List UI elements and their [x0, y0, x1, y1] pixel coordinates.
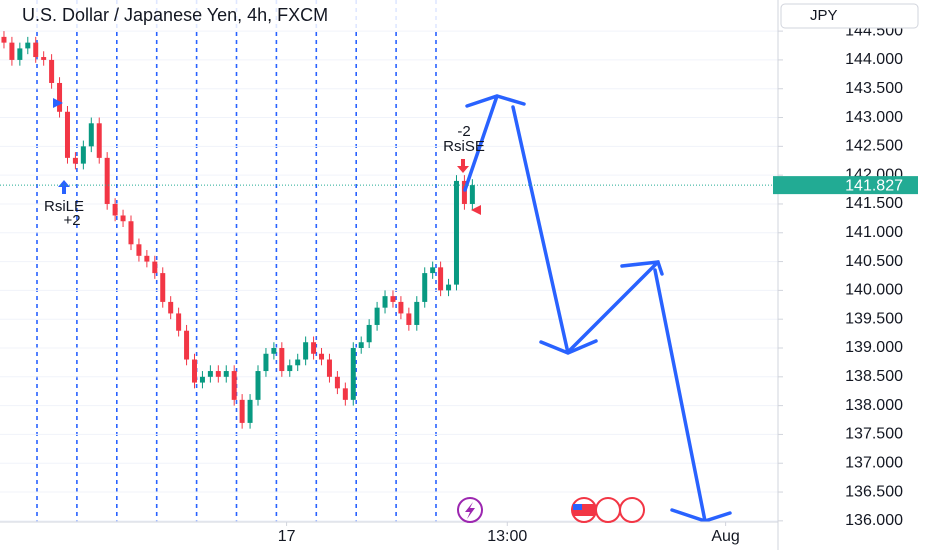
- y-tick-label: 139.000: [845, 339, 903, 356]
- candle-body: [446, 284, 452, 291]
- y-tick-label: 140.500: [845, 253, 903, 270]
- candle-body: [223, 371, 229, 377]
- signal-qty: +2: [63, 212, 80, 229]
- price-axis-panel: [778, 0, 932, 550]
- candle-body: [96, 123, 102, 158]
- y-tick-label: 143.000: [845, 109, 903, 126]
- candle-body: [461, 180, 467, 204]
- axes: 136.000 136.500 137.000 137.500 138.000 138.5…: [0, 22, 918, 545]
- x-tick-label: 17: [278, 528, 296, 545]
- candle-body: [469, 185, 475, 204]
- candle-body: [295, 359, 301, 366]
- signal-markers: [53, 98, 481, 215]
- candle-body: [120, 215, 126, 222]
- candles: [1, 31, 475, 429]
- candle-body: [239, 399, 245, 423]
- candle-body: [279, 348, 285, 372]
- candle-body: [453, 180, 459, 285]
- projection-drawing: [463, 94, 732, 523]
- title-bar: [0, 0, 776, 30]
- candle-body: [303, 342, 309, 360]
- candle-body: [57, 82, 63, 112]
- candle-body: [231, 371, 237, 400]
- candle-body: [72, 157, 78, 164]
- y-tick-label: 137.000: [845, 454, 903, 471]
- candle-body: [374, 307, 380, 325]
- y-tick-label: 141.500: [845, 195, 903, 212]
- candle-body: [271, 348, 277, 354]
- y-tick-label: 142.500: [845, 138, 903, 155]
- candle-body: [358, 342, 364, 348]
- x-tick-label: Aug: [711, 528, 739, 545]
- chart-title: U.S. Dollar / Japanese Yen, 4h, FXCM: [22, 5, 328, 25]
- y-tick-label: 138.500: [845, 368, 903, 385]
- x-tick-label: 13:00: [487, 528, 527, 545]
- y-tick-label: 136.500: [845, 483, 903, 500]
- candle-body: [390, 296, 396, 302]
- y-tick-label: 138.000: [845, 397, 903, 414]
- y-tick-label: 139.500: [845, 310, 903, 327]
- currency-button[interactable]: [780, 3, 919, 29]
- y-tick-label: 137.500: [845, 426, 903, 443]
- candle-body: [33, 42, 39, 58]
- candle-body: [255, 371, 261, 400]
- event-icons: [457, 497, 645, 523]
- candle-body: [342, 388, 348, 400]
- candle-body: [17, 48, 23, 60]
- candle-body: [1, 36, 7, 43]
- candle-body: [128, 221, 134, 245]
- candle-body: [112, 203, 118, 216]
- session-lines: [36, 0, 437, 522]
- candle-body: [398, 301, 404, 314]
- candle-body: [350, 348, 356, 400]
- candle-body: [430, 267, 436, 274]
- candle-body: [334, 376, 340, 389]
- candle-body: [80, 146, 86, 164]
- candle-body: [215, 371, 221, 377]
- candle-body: [438, 267, 444, 291]
- candle-body: [422, 273, 428, 302]
- candle-body: [311, 342, 317, 354]
- candle-body: [414, 301, 420, 325]
- candle-body: [168, 301, 174, 314]
- candle-body: [144, 255, 150, 262]
- last-price-box: [773, 176, 918, 195]
- candle-body: [64, 111, 70, 158]
- candle-body: [366, 324, 372, 343]
- candle-body: [382, 296, 388, 308]
- candle-body: [263, 353, 269, 372]
- y-tick-label: 136.000: [845, 512, 903, 529]
- candle-body: [136, 244, 142, 256]
- candle-body: [192, 359, 197, 383]
- y-tick-label: 144.000: [845, 51, 903, 68]
- time-axis-panel: [0, 522, 778, 550]
- candle-body: [152, 261, 158, 274]
- candle-body: [9, 42, 15, 60]
- last-price-label: 141.827: [845, 177, 903, 194]
- candle-body: [25, 42, 31, 49]
- candle-body: [41, 57, 47, 60]
- candle-body: [287, 365, 293, 372]
- signal-label: RsiLE: [44, 198, 84, 215]
- candle-body: [319, 353, 325, 360]
- candle-body: [88, 123, 94, 147]
- currency-label[interactable]: JPY: [810, 7, 838, 24]
- y-tick-label: 143.500: [845, 80, 903, 97]
- candle-body: [326, 359, 332, 377]
- candle-body: [104, 157, 110, 204]
- candle-body: [49, 59, 55, 83]
- signal-label: RsiSE: [443, 138, 485, 155]
- candle-body: [406, 313, 412, 325]
- y-tick-label: 141.000: [845, 224, 903, 241]
- candle-body: [199, 376, 205, 383]
- candle-body: [176, 313, 182, 331]
- candle-body: [207, 371, 213, 377]
- y-tick-label: 140.000: [845, 282, 903, 299]
- candle-body: [247, 399, 253, 423]
- candle-body: [184, 330, 190, 360]
- signal-qty: -2: [457, 123, 470, 140]
- candle-body: [160, 273, 166, 302]
